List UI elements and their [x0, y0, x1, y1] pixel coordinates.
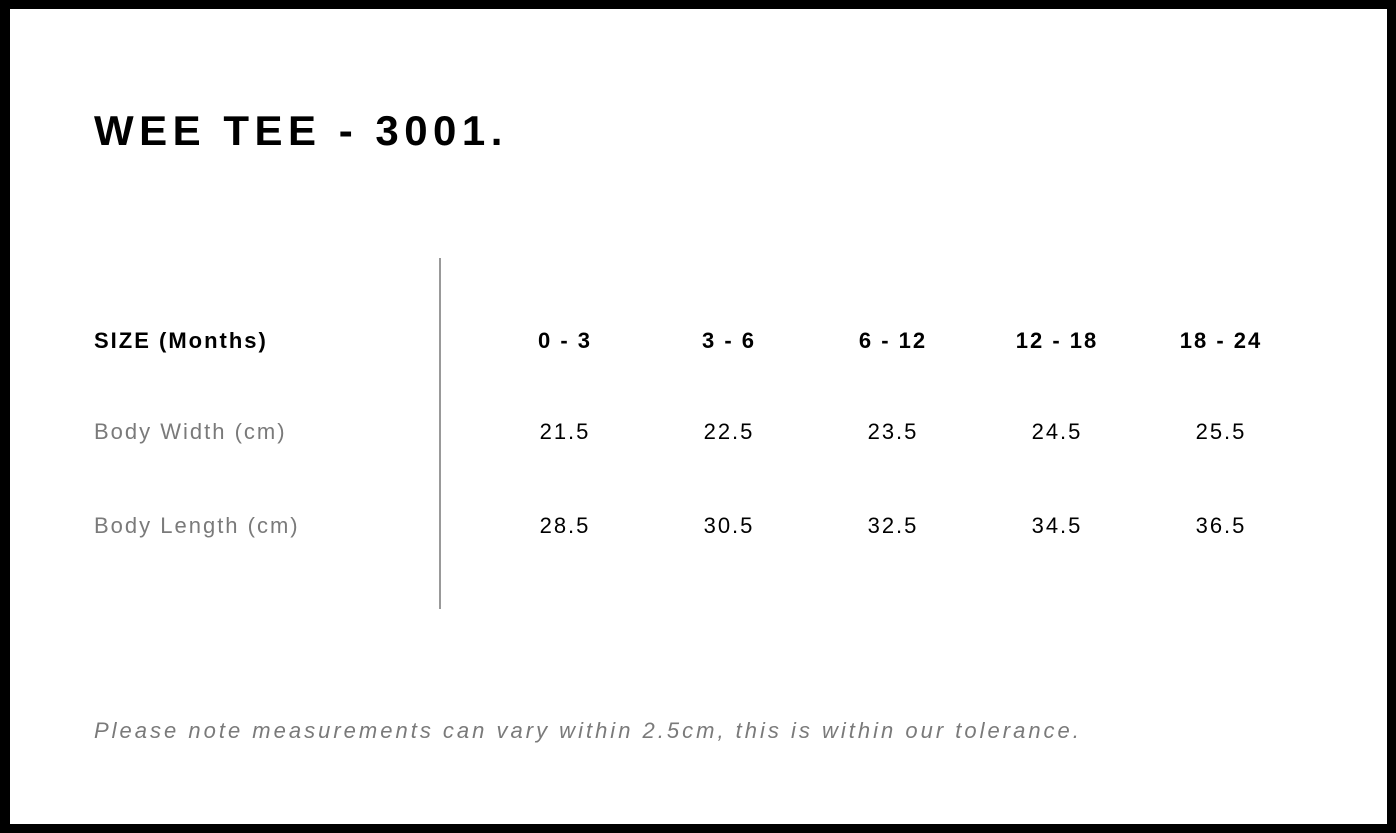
body-length-cell: 30.5 [703, 513, 755, 538]
row-label-body-length: Body Length (cm) [94, 513, 300, 538]
size-header: 3 - 6 [701, 328, 757, 353]
tolerance-note: Please note measurements can vary within… [94, 718, 1082, 743]
body-width-cell: 23.5 [867, 419, 919, 444]
body-length-cell: 36.5 [1195, 513, 1247, 538]
body-length-cell: 34.5 [1031, 513, 1083, 538]
size-chart-card: WEE TEE - 3001. SIZE (Months) Body Width… [10, 9, 1387, 824]
page-title: WEE TEE - 3001. [94, 107, 508, 154]
size-header: 18 - 24 [1179, 328, 1263, 353]
column-divider [439, 258, 441, 609]
body-length-cell: 28.5 [539, 513, 591, 538]
body-width-cell: 21.5 [539, 419, 591, 444]
body-width-cell: 24.5 [1031, 419, 1083, 444]
size-header-label: SIZE (Months) [94, 328, 268, 353]
size-header: 0 - 3 [537, 328, 593, 353]
body-width-cell: 25.5 [1195, 419, 1247, 444]
body-width-cell: 22.5 [703, 419, 755, 444]
body-length-cell: 32.5 [867, 513, 919, 538]
row-label-body-width: Body Width (cm) [94, 419, 287, 444]
size-header: 6 - 12 [858, 328, 928, 353]
size-header: 12 - 18 [1015, 328, 1099, 353]
